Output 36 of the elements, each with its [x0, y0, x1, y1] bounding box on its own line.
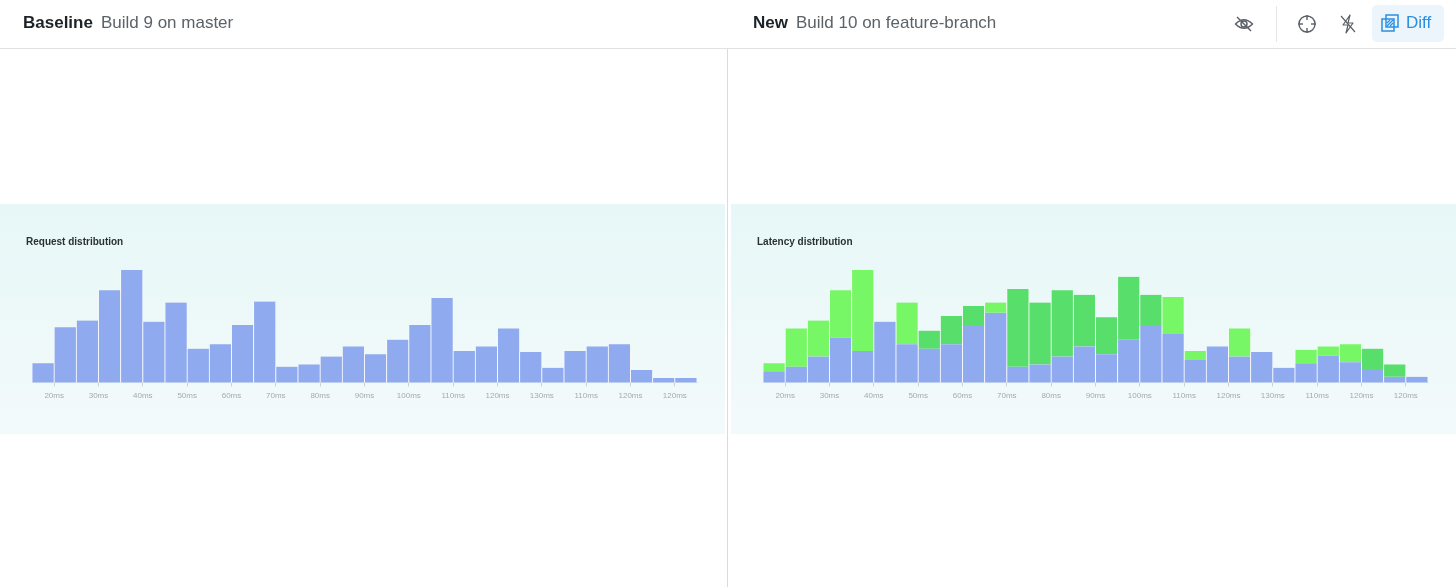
- x-tick-label: 50ms: [177, 391, 197, 401]
- x-tick-label: 120ms: [618, 391, 643, 401]
- x-tick-label: 70ms: [997, 391, 1017, 401]
- x-tick-label: 120ms: [485, 391, 510, 401]
- x-tick-label: 120ms: [662, 391, 687, 401]
- x-tick-label: 30ms: [819, 391, 840, 401]
- x-tick-label: 120ms: [1216, 391, 1241, 401]
- text: New: [753, 13, 788, 32]
- x-tick-label: 120ms: [1349, 391, 1374, 401]
- x-tick-label: 120ms: [1393, 391, 1418, 401]
- x-tick-label: 40ms: [864, 391, 884, 401]
- x-tick-label: 130ms: [1260, 391, 1285, 401]
- text: Build 9 on master: [100, 13, 234, 32]
- x-tick-label: 60ms: [221, 391, 242, 401]
- x-tick-label: 110ms: [574, 391, 598, 401]
- x-tick-label: 130ms: [529, 391, 554, 401]
- text: Build 10 on feature-branch: [795, 13, 997, 32]
- x-tick-label: 70ms: [266, 391, 286, 401]
- x-tick-label: 20ms: [44, 391, 64, 401]
- x-tick-label: 110ms: [1305, 391, 1329, 401]
- x-tick-label: 40ms: [133, 391, 153, 401]
- x-tick-label: 110ms: [1172, 391, 1196, 401]
- x-tick-label: 90ms: [1085, 391, 1106, 401]
- x-tick-label: 100ms: [1127, 391, 1152, 401]
- x-tick-label: 60ms: [952, 391, 973, 401]
- x-tick-label: 90ms: [354, 391, 375, 401]
- chart-title: Latency distribution: [757, 235, 853, 247]
- x-tick-label: 80ms: [310, 391, 330, 401]
- x-tick-label: 50ms: [908, 391, 928, 401]
- text: Baseline: [23, 13, 93, 32]
- x-tick-label: 80ms: [1041, 391, 1061, 401]
- chart-title: Request distribution: [26, 235, 124, 247]
- x-tick-label: 100ms: [396, 391, 421, 401]
- x-tick-label: 30ms: [88, 391, 109, 401]
- x-tick-label: 110ms: [441, 391, 465, 401]
- x-tick-label: 20ms: [775, 391, 795, 401]
